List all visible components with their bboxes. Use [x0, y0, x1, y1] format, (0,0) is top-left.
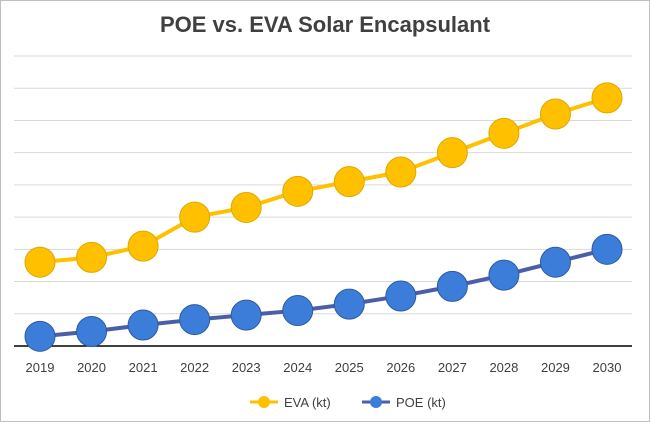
x-tick-label: 2028: [489, 360, 518, 375]
x-tick-label: 2026: [386, 360, 415, 375]
data-point: [488, 259, 520, 291]
data-point: [385, 156, 417, 188]
x-tick-label: 2022: [180, 360, 209, 375]
data-point: [24, 320, 56, 352]
data-point: [333, 166, 365, 198]
legend: EVA (kt) POE (kt): [250, 395, 446, 410]
data-point: [76, 316, 108, 347]
data-point: [282, 175, 314, 207]
data-point: [539, 246, 571, 278]
x-tick-labels: 2019 2020 2021 2022 2023 2024 2025 2026 2027 2028…: [26, 360, 622, 375]
x-tick-label: 2023: [232, 360, 261, 375]
x-tick-label: 2024: [283, 360, 312, 375]
data-point: [179, 201, 211, 233]
data-point: [127, 309, 159, 341]
chart-title: POE vs. EVA Solar Encapsulant: [159, 12, 491, 37]
data-point: [127, 230, 159, 262]
x-tick-label: 2027: [438, 360, 467, 375]
data-point: [76, 241, 108, 273]
series-line: [39, 95, 608, 265]
data-point: [333, 288, 365, 320]
series-line: [39, 247, 608, 339]
data-point: [230, 191, 262, 223]
x-tick-label: 2020: [77, 360, 106, 375]
x-tick-label: 2029: [541, 360, 570, 375]
data-point: [385, 280, 417, 312]
data-point: [539, 98, 571, 130]
legend-marker: [370, 396, 382, 408]
data-point: [179, 304, 211, 336]
x-tick-label: 2025: [335, 360, 364, 375]
data-point: [24, 246, 56, 278]
series-1: [24, 233, 623, 352]
data-point: [591, 233, 623, 265]
data-point: [230, 299, 262, 331]
x-tick-label: 2030: [593, 360, 622, 375]
data-point: [488, 117, 520, 149]
legend-marker: [258, 396, 270, 408]
data-point: [591, 82, 623, 114]
data-point: [282, 295, 314, 327]
data-point: [436, 270, 468, 302]
gridlines: [14, 55, 632, 347]
x-tick-label: 2019: [26, 360, 55, 375]
legend-label: EVA (kt): [284, 395, 331, 410]
series-0: [24, 82, 623, 278]
legend-label: POE (kt): [396, 395, 446, 410]
data-point: [436, 137, 468, 169]
series-group: [24, 82, 623, 352]
x-tick-label: 2021: [129, 360, 158, 375]
